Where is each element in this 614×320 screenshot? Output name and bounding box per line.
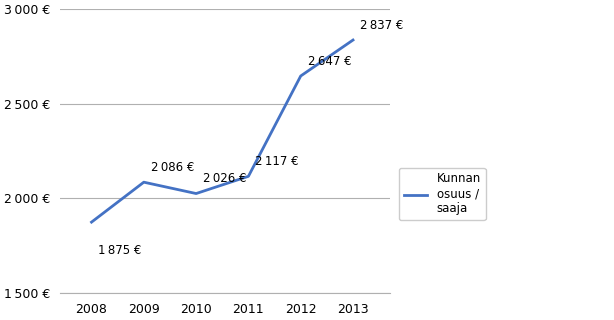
Kunnan
osuus /
saaja: [349, 38, 357, 42]
Text: 2 647 €: 2 647 €: [308, 55, 351, 68]
Kunnan
osuus /
saaja: [140, 180, 147, 184]
Legend: Kunnan
osuus /
saaja: Kunnan osuus / saaja: [399, 167, 486, 220]
Line: Kunnan
osuus /
saaja: Kunnan osuus / saaja: [91, 40, 353, 222]
Kunnan
osuus /
saaja: [88, 220, 95, 224]
Kunnan
osuus /
saaja: [245, 174, 252, 178]
Text: 2 086 €: 2 086 €: [151, 161, 194, 174]
Kunnan
osuus /
saaja: [297, 74, 305, 78]
Kunnan
osuus /
saaja: [192, 192, 200, 196]
Text: 2 117 €: 2 117 €: [255, 155, 299, 168]
Text: 2 026 €: 2 026 €: [203, 172, 247, 185]
Text: 2 837 €: 2 837 €: [360, 19, 403, 32]
Text: 1 875 €: 1 875 €: [98, 244, 142, 257]
